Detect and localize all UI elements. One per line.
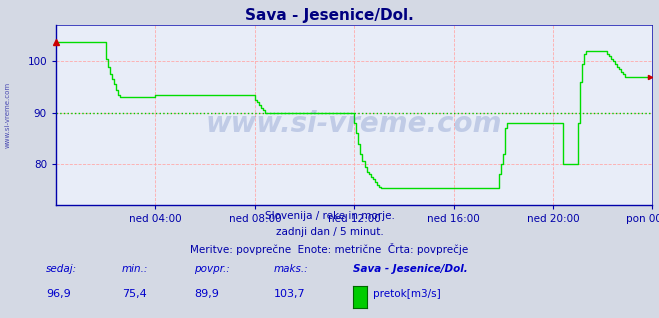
Text: 89,9: 89,9 bbox=[194, 289, 219, 299]
Text: 96,9: 96,9 bbox=[46, 289, 71, 299]
Text: min.:: min.: bbox=[122, 264, 148, 274]
Text: sedaj:: sedaj: bbox=[46, 264, 77, 274]
Text: Sava - Jesenice/Dol.: Sava - Jesenice/Dol. bbox=[353, 264, 467, 274]
Text: Slovenija / reke in morje.: Slovenija / reke in morje. bbox=[264, 211, 395, 221]
Text: zadnji dan / 5 minut.: zadnji dan / 5 minut. bbox=[275, 227, 384, 237]
Text: Sava - Jesenice/Dol.: Sava - Jesenice/Dol. bbox=[245, 8, 414, 23]
Text: pretok[m3/s]: pretok[m3/s] bbox=[373, 289, 441, 299]
Text: 103,7: 103,7 bbox=[273, 289, 305, 299]
Text: Meritve: povprečne  Enote: metrične  Črta: povprečje: Meritve: povprečne Enote: metrične Črta:… bbox=[190, 243, 469, 255]
Text: 75,4: 75,4 bbox=[122, 289, 147, 299]
Text: maks.:: maks.: bbox=[273, 264, 308, 274]
Text: www.si-vreme.com: www.si-vreme.com bbox=[206, 110, 502, 138]
Text: www.si-vreme.com: www.si-vreme.com bbox=[5, 81, 11, 148]
Text: povpr.:: povpr.: bbox=[194, 264, 230, 274]
